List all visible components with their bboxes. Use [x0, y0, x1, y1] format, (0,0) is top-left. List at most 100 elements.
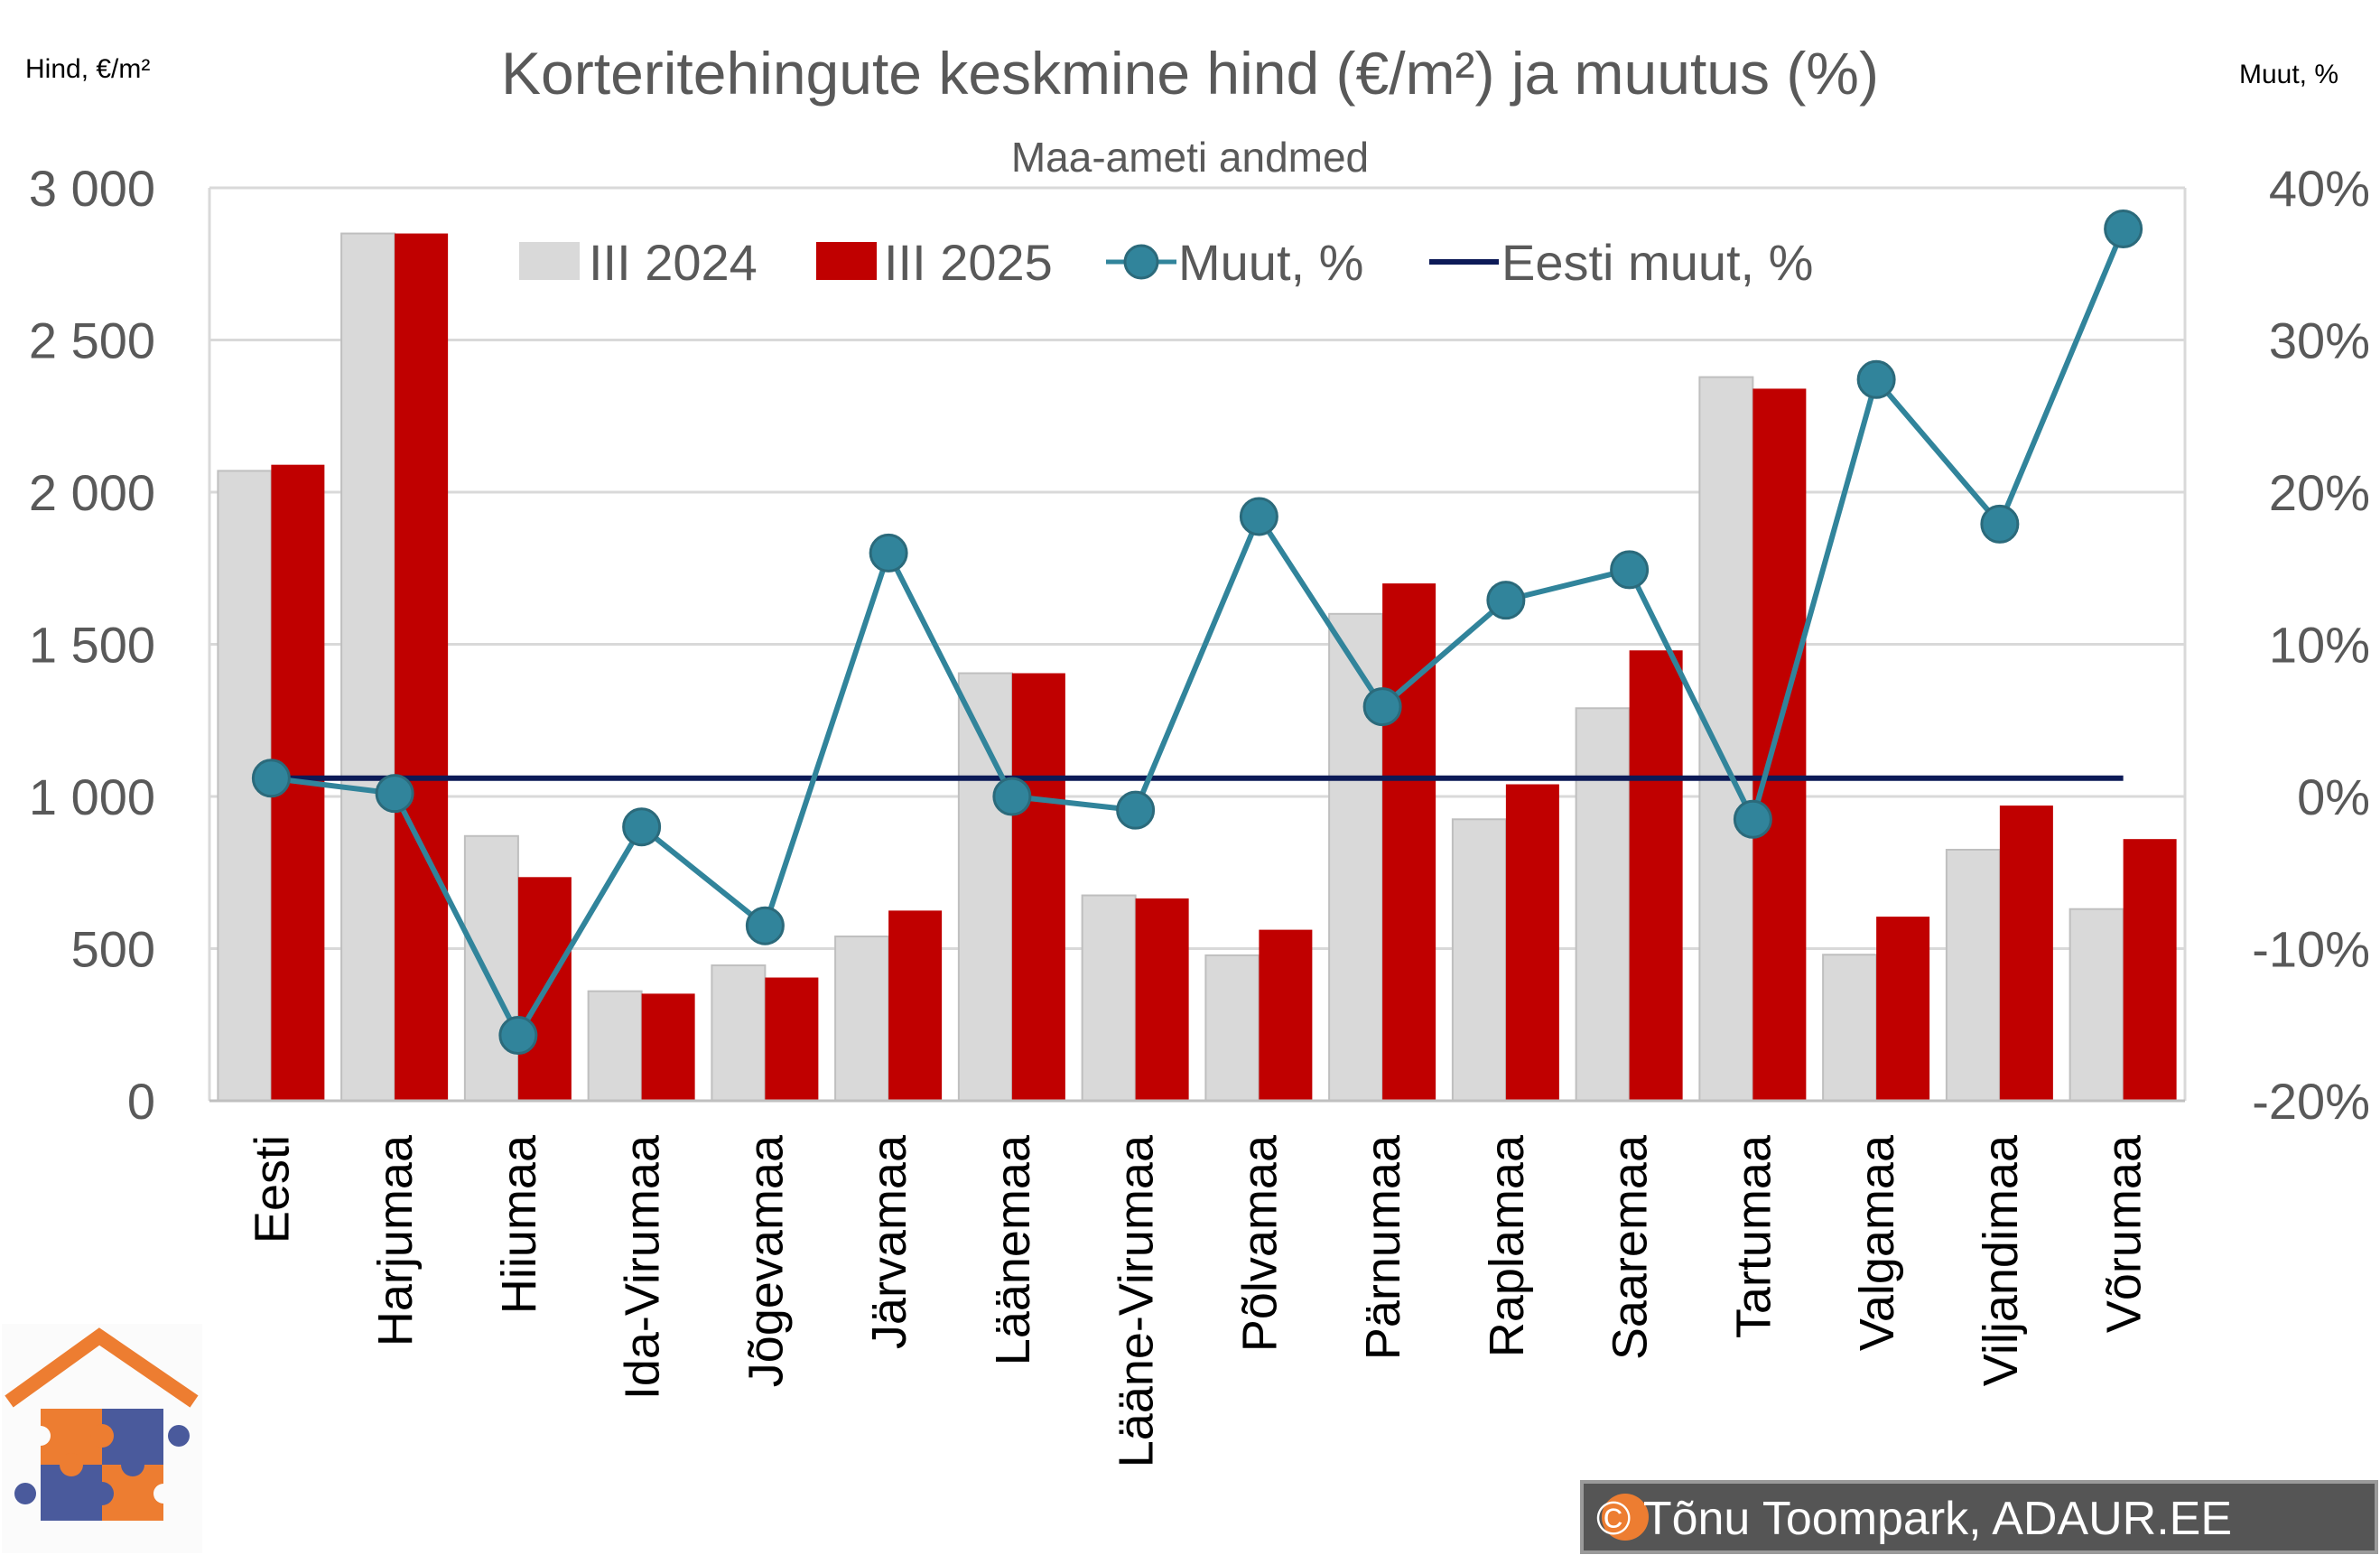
x-tick-label: Ida-Virumaa — [616, 1134, 670, 1400]
gridlines — [209, 186, 2185, 950]
bar-2024 — [1204, 954, 1260, 1102]
point-change — [869, 533, 908, 573]
x-tick-label: Valgamaa — [1850, 1134, 1904, 1351]
bar-2025 — [1382, 583, 1436, 1101]
x-tick-label: Eesti — [245, 1135, 299, 1243]
y-axis-unit-left: Hind, €/m² — [25, 54, 150, 84]
point-change — [2104, 209, 2143, 248]
x-tick-label: Raplamaa — [1480, 1134, 1534, 1357]
bar-2024 — [1698, 376, 1754, 1102]
bar-2025 — [1999, 805, 2053, 1101]
point-change — [251, 759, 291, 798]
point-change — [992, 777, 1032, 816]
y-tick-label-left: 2 000 — [29, 464, 155, 521]
legend-swatch-2024 — [519, 242, 580, 280]
bar-2024 — [834, 936, 890, 1103]
y-tick-label-right: 40% — [2269, 160, 2370, 217]
point-change — [1856, 359, 1896, 399]
y-tick-label-right: 20% — [2269, 464, 2370, 521]
x-tick-label: Võrumaa — [2097, 1134, 2152, 1333]
logo-roof — [5, 1327, 199, 1408]
bar-2025 — [765, 977, 819, 1101]
logo-tab-2 — [121, 1453, 144, 1476]
y-tick-label-right: 10% — [2269, 617, 2370, 674]
point-change — [1610, 550, 1650, 590]
logo-tab-4 — [90, 1482, 114, 1505]
y-axis-unit-right: Muut, % — [2239, 60, 2338, 89]
point-change — [1980, 504, 2020, 544]
x-tick-label: Saaremaa — [1604, 1134, 1658, 1360]
bar-2024 — [1945, 848, 2001, 1102]
credit-box: © Tõnu Toompark, ADAUR.EE — [1580, 1480, 2378, 1554]
x-tick-label: Tartumaa — [1726, 1134, 1780, 1338]
bar-2024 — [463, 834, 519, 1102]
point-change — [498, 1016, 538, 1056]
bar-2025 — [1876, 917, 1930, 1101]
bar-2025 — [2123, 839, 2177, 1101]
point-change — [1239, 497, 1278, 536]
line-change — [271, 228, 2126, 1038]
bar-2025 — [1505, 784, 1559, 1101]
logo-tab-7 — [168, 1425, 190, 1447]
y-tick-label-right: -10% — [2252, 921, 2370, 978]
bar-2025 — [395, 233, 449, 1101]
copyright-icon — [1602, 1494, 1649, 1541]
y-tick-label-left: 2 500 — [29, 312, 155, 369]
bar-2025 — [1135, 898, 1189, 1101]
house-puzzle-logo — [2, 1324, 202, 1553]
bar-2024 — [1575, 707, 1631, 1103]
legend-swatch-2025 — [816, 242, 877, 280]
point-change — [1486, 581, 1526, 620]
x-tick-label: Jõgevamaa — [739, 1134, 793, 1387]
y-tick-labels: 0 -20% 500 -10% 1 000 0% 1 500 10% 2 000 20% 2 500… — [29, 160, 2370, 1130]
x-tick-label: Järvamaa — [862, 1134, 916, 1349]
x-tick-label: Hiiumaa — [492, 1134, 546, 1314]
bars — [217, 232, 2177, 1103]
legend-label-change: Muut, % — [1178, 234, 1363, 291]
legend-label-2025: III 2025 — [884, 234, 1053, 291]
bar-2025 — [1011, 673, 1065, 1101]
x-tick-labels: Eesti Harjumaa Hiiumaa Ida-Virumaa Jõgevamaa… — [245, 1134, 2151, 1467]
bar-2024 — [957, 672, 1013, 1102]
point-change — [1733, 799, 1772, 839]
chart-title: Korteritehingute keskmine hind (€/m²) ja… — [501, 40, 1879, 107]
credit-background — [1580, 1480, 2378, 1554]
y-tick-label-left: 0 — [127, 1073, 155, 1130]
credit-text: © Tõnu Toompark, ADAUR.EE — [1596, 1493, 2232, 1545]
point-change — [375, 774, 414, 814]
y-tick-label-left: 1 500 — [29, 617, 155, 674]
logo-tab-5 — [31, 1426, 51, 1446]
bar-2025 — [1752, 388, 1807, 1101]
legend-label-estonia: Eesti muut, % — [1501, 234, 1813, 291]
point-change — [622, 807, 662, 847]
y-tick-label-left: 500 — [71, 921, 155, 978]
logo-tab-6 — [153, 1484, 173, 1504]
point-change — [1116, 790, 1156, 830]
bar-2024 — [1822, 954, 1878, 1102]
y-tick-label-right: 0% — [2297, 768, 2370, 825]
bar-2025 — [1629, 650, 1683, 1101]
bar-2024 — [1328, 612, 1384, 1102]
logo-tab-3 — [60, 1453, 83, 1476]
bar-2025 — [641, 993, 695, 1101]
lines — [251, 209, 2143, 1056]
point-change — [1362, 687, 1402, 727]
y-tick-label-left: 1 000 — [29, 768, 155, 825]
bar-2024 — [711, 964, 767, 1103]
bar-2024 — [1081, 894, 1137, 1103]
x-tick-label: Põlvamaa — [1232, 1134, 1287, 1352]
axes — [208, 188, 2187, 1103]
x-tick-label: Pärnumaa — [1356, 1134, 1410, 1360]
bar-2025 — [1259, 929, 1313, 1101]
point-change — [745, 906, 785, 945]
bar-2024 — [2069, 908, 2124, 1102]
logo-tab-1 — [90, 1424, 114, 1448]
legend-marker-change — [1123, 244, 1159, 280]
bar-2025 — [888, 910, 943, 1101]
x-tick-label: Viljandimaa — [1974, 1134, 2028, 1386]
x-tick-label: Harjumaa — [368, 1134, 423, 1346]
bar-2024 — [340, 232, 396, 1102]
chart-subtitle: Maa-ameti andmed — [1011, 134, 1369, 181]
x-tick-label: Lääne-Virumaa — [1110, 1134, 1164, 1467]
